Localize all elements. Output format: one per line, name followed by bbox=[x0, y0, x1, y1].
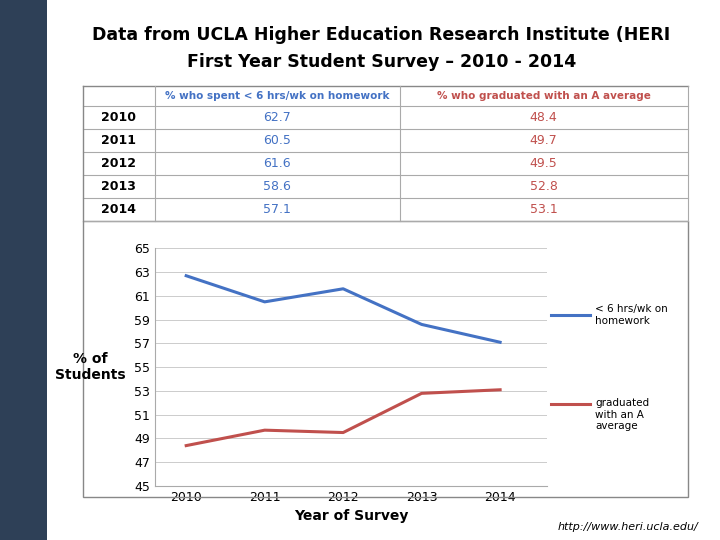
Text: < 6 hrs/wk on
homework: < 6 hrs/wk on homework bbox=[595, 304, 668, 326]
Text: 2011: 2011 bbox=[102, 134, 136, 147]
Text: 52.8: 52.8 bbox=[530, 180, 557, 193]
X-axis label: Year of Survey: Year of Survey bbox=[294, 509, 408, 523]
Text: 58.6: 58.6 bbox=[264, 180, 291, 193]
Text: 2014: 2014 bbox=[102, 204, 136, 217]
Text: 2010: 2010 bbox=[102, 111, 136, 124]
Text: 49.5: 49.5 bbox=[530, 157, 557, 170]
Text: % who graduated with an A average: % who graduated with an A average bbox=[436, 91, 651, 101]
Text: graduated
with an A
average: graduated with an A average bbox=[595, 398, 649, 431]
Text: 57.1: 57.1 bbox=[264, 204, 291, 217]
Text: % of
Students: % of Students bbox=[55, 352, 125, 382]
Text: 49.7: 49.7 bbox=[530, 134, 557, 147]
Text: First Year Student Survey – 2010 - 2014: First Year Student Survey – 2010 - 2014 bbox=[187, 53, 576, 71]
Text: 60.5: 60.5 bbox=[264, 134, 291, 147]
Text: 62.7: 62.7 bbox=[264, 111, 291, 124]
Text: 61.6: 61.6 bbox=[264, 157, 291, 170]
Text: http://www.heri.ucla.edu/: http://www.heri.ucla.edu/ bbox=[558, 522, 698, 532]
Text: 53.1: 53.1 bbox=[530, 204, 557, 217]
Text: 2013: 2013 bbox=[102, 180, 136, 193]
Text: 48.4: 48.4 bbox=[530, 111, 557, 124]
Text: 2012: 2012 bbox=[102, 157, 136, 170]
Text: % who spent < 6 hrs/wk on homework: % who spent < 6 hrs/wk on homework bbox=[165, 91, 390, 101]
Text: Data from UCLA Higher Education Research Institute (HERI: Data from UCLA Higher Education Research… bbox=[92, 26, 671, 44]
